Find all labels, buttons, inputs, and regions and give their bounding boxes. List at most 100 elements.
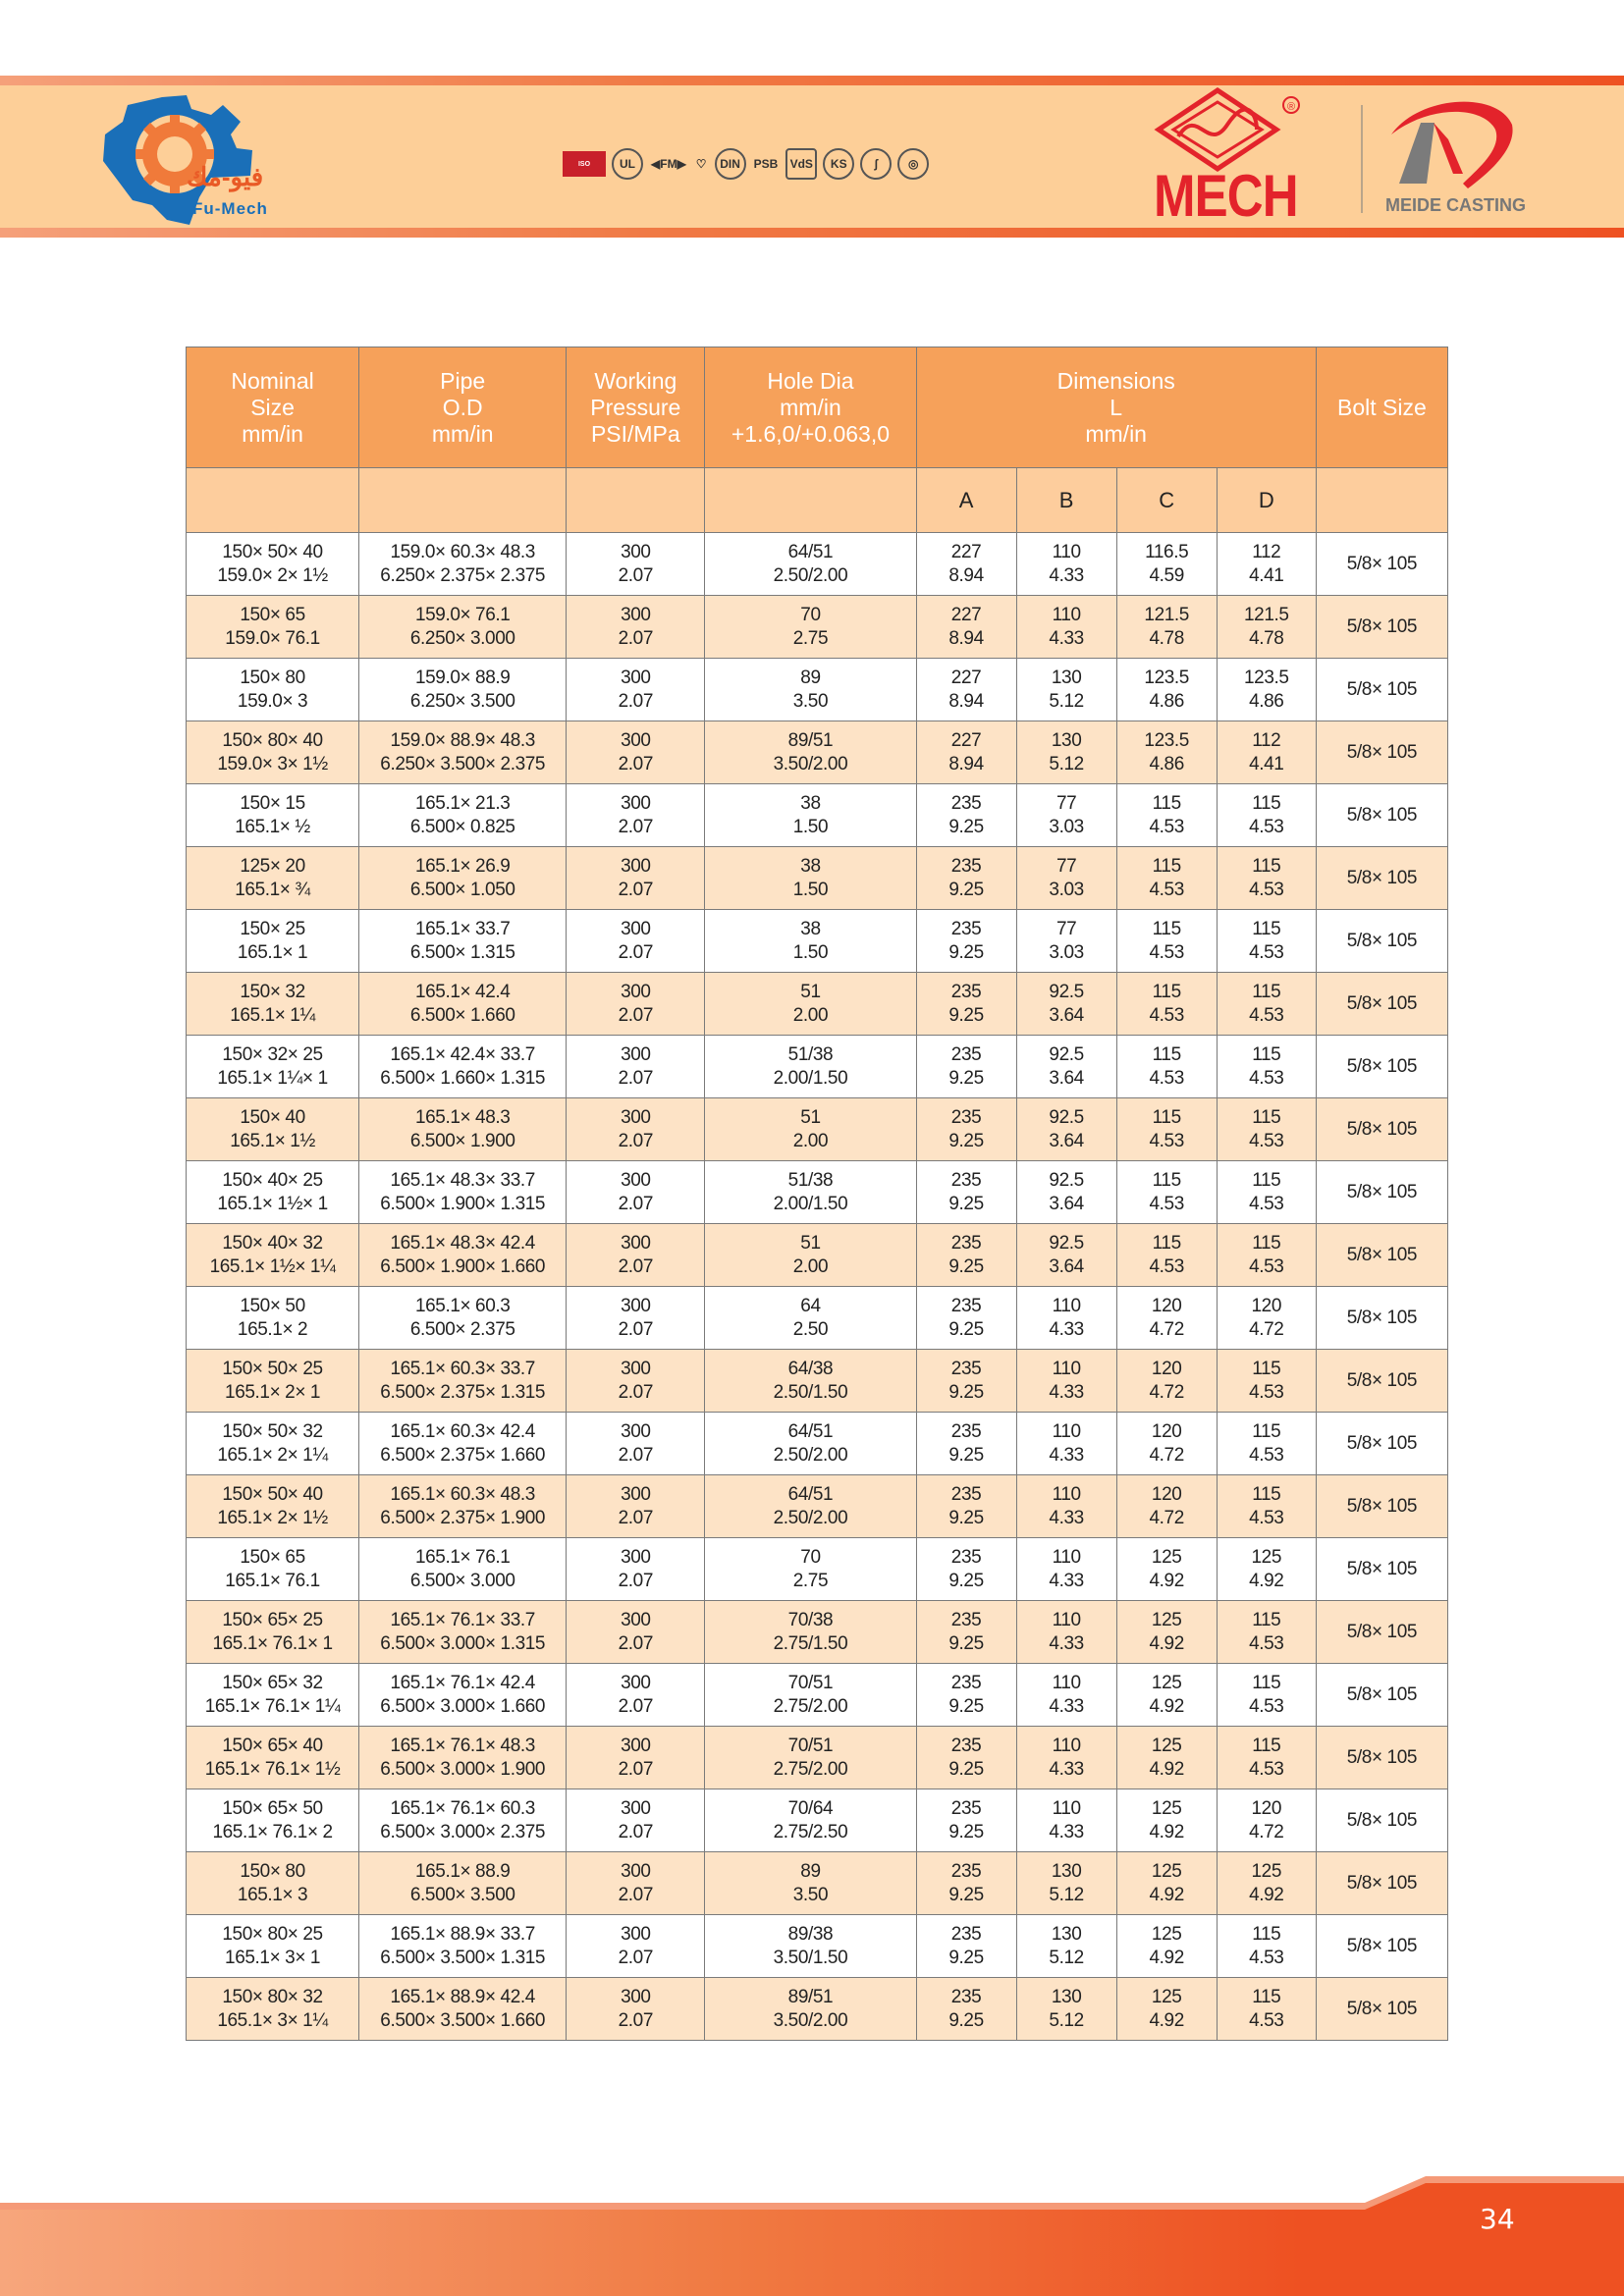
cell-nominal: 150× 40 165.1× 1½ (185, 1097, 360, 1161)
value-in: 4.53 (1249, 879, 1284, 900)
cell-pressure: 300 2.07 (566, 1035, 706, 1098)
value-in: 9.25 (948, 1067, 984, 1089)
cell-b: 110 4.33 (1015, 1286, 1117, 1350)
value-mm: 165.1× 76.1× 60.3 (390, 1797, 535, 1819)
value-in: 4.53 (1149, 1255, 1184, 1277)
value-in: 4.53 (1149, 1004, 1184, 1026)
value-in: 165.1× 76.1× 1 (212, 1632, 333, 1654)
cell-a: 235 9.25 (915, 1223, 1017, 1287)
value-in: 2.07 (618, 1821, 654, 1842)
value-in: 165.1× 2 (237, 1318, 308, 1340)
cell-pressure: 300 2.07 (566, 658, 706, 721)
table-row: 150× 65× 32 165.1× 76.1× 1¼ 165.1× 76.1× 4… (185, 1663, 1449, 1727)
subheader-empty (704, 467, 917, 533)
mech-logo-text: MECH (1154, 163, 1299, 229)
cell-c: 115 4.53 (1115, 1097, 1218, 1161)
value-in: 9.25 (948, 1255, 984, 1277)
cell-nominal: 150× 32× 25 165.1× 1¼× 1 (185, 1035, 360, 1098)
value-in: 4.53 (1249, 1507, 1284, 1528)
cell-b: 110 4.33 (1015, 1600, 1117, 1664)
value-mm: 121.5 (1243, 604, 1289, 625)
cell-hole: 64 2.50 (704, 1286, 917, 1350)
cell-hole: 70 2.75 (704, 1537, 917, 1601)
value-mm: 51/38 (787, 1043, 834, 1065)
value-in: 5.12 (1049, 2009, 1084, 2031)
value-mm: 300 (621, 1295, 651, 1316)
value-in: 6.500× 3.000 (409, 1570, 515, 1591)
cell-od: 165.1× 48.3 6.500× 1.900 (358, 1097, 568, 1161)
value-mm: 125 (1151, 1546, 1182, 1568)
value-in: 6.250× 3.500× 2.375 (380, 753, 546, 774)
value-mm: 235 (950, 855, 982, 877)
value-mm: 300 (621, 855, 651, 877)
value-mm: 115 (1252, 981, 1281, 1002)
cell-d: 115 4.53 (1216, 1914, 1317, 1978)
cell-b: 110 4.33 (1015, 1726, 1117, 1789)
cell-c: 115 4.53 (1115, 909, 1218, 973)
value-in: 3.50 (792, 1884, 829, 1905)
value-mm: 115 (1252, 855, 1281, 877)
cell-od: 165.1× 76.1 6.500× 3.000 (358, 1537, 568, 1601)
value-mm: 150× 40 (240, 1106, 305, 1128)
value-mm: 165.1× 60.3 (414, 1295, 511, 1316)
cell-hole: 70/64 2.75/2.50 (704, 1789, 917, 1852)
value-mm: 110 (1052, 1609, 1081, 1630)
value-mm: 227 (950, 604, 982, 625)
cell-od: 159.0× 88.9 6.250× 3.500 (358, 658, 568, 721)
value-mm: 300 (621, 1609, 651, 1630)
cell-pressure: 300 2.07 (566, 1412, 706, 1475)
cell-od: 159.0× 88.9× 48.3 6.250× 3.500× 2.375 (358, 721, 568, 784)
cell-hole: 51/38 2.00/1.50 (704, 1035, 917, 1098)
value-mm: 165.1× 33.7 (414, 918, 511, 939)
value-mm: 165.1× 76.1 (414, 1546, 511, 1568)
value-mm: 300 (621, 981, 651, 1002)
value-mm: 115 (1152, 1106, 1181, 1128)
value-mm: 235 (950, 1609, 982, 1630)
value-in: 6.500× 2.375× 1.900 (380, 1507, 546, 1528)
value-in: 6.250× 3.500 (409, 690, 515, 712)
cell-pressure: 300 2.07 (566, 1663, 706, 1727)
cell-d: 115 4.53 (1216, 1349, 1317, 1413)
value-in: 165.1× 1 (237, 941, 308, 963)
value-mm: 235 (950, 1169, 982, 1191)
cell-hole: 89 3.50 (704, 658, 917, 721)
value-mm: 38 (800, 918, 821, 939)
cell-b: 77 3.03 (1015, 909, 1117, 973)
cell-d: 112 4.41 (1216, 532, 1317, 596)
value-mm: 77 (1056, 855, 1077, 877)
value-mm: 115 (1252, 1420, 1281, 1442)
cell-bolt: 5/8× 105 (1315, 658, 1449, 721)
value-mm: 115 (1152, 1043, 1181, 1065)
value-mm: 115 (1252, 1106, 1281, 1128)
value-mm: 112 (1252, 541, 1281, 562)
cell-d: 115 4.53 (1216, 1726, 1317, 1789)
value-in: 4.53 (1249, 941, 1284, 963)
fm-arrow-right-icon: ▶ (677, 157, 686, 171)
cell-bolt: 5/8× 105 (1315, 972, 1449, 1036)
value-in: 6.500× 3.500× 1.315 (380, 1947, 546, 1968)
value-mm: 89/51 (787, 729, 834, 751)
cell-od: 165.1× 48.3× 33.7 6.500× 1.900× 1.315 (358, 1160, 568, 1224)
value-mm: 235 (950, 1043, 982, 1065)
value-in: 3.03 (1049, 941, 1084, 963)
value-mm: 300 (621, 918, 651, 939)
cell-nominal: 150× 50× 40 165.1× 2× 1½ (185, 1474, 360, 1538)
cell-bolt: 5/8× 105 (1315, 846, 1449, 910)
value-mm: 165.1× 48.3 (414, 1106, 511, 1128)
value-mm: 150× 32 (240, 981, 305, 1002)
value-mm: 115 (1252, 1169, 1281, 1191)
value-in: 9.25 (948, 1193, 984, 1214)
cell-d: 115 4.53 (1216, 1412, 1317, 1475)
table-row: 150× 65× 25 165.1× 76.1× 1 165.1× 76.1× 33… (185, 1600, 1449, 1664)
value-in: 2.00 (792, 1130, 829, 1151)
value-mm: 70/51 (787, 1735, 834, 1756)
value-in: 2.07 (618, 1695, 654, 1717)
value-mm: 115 (1252, 1358, 1281, 1379)
cell-a: 235 9.25 (915, 783, 1017, 847)
cell-d: 125 4.92 (1216, 1851, 1317, 1915)
logo-divider (1361, 105, 1363, 213)
value-mm: 112 (1252, 729, 1281, 751)
value-mm: 300 (621, 1546, 651, 1568)
cell-pressure: 300 2.07 (566, 972, 706, 1036)
value-mm: 130 (1051, 1860, 1082, 1882)
